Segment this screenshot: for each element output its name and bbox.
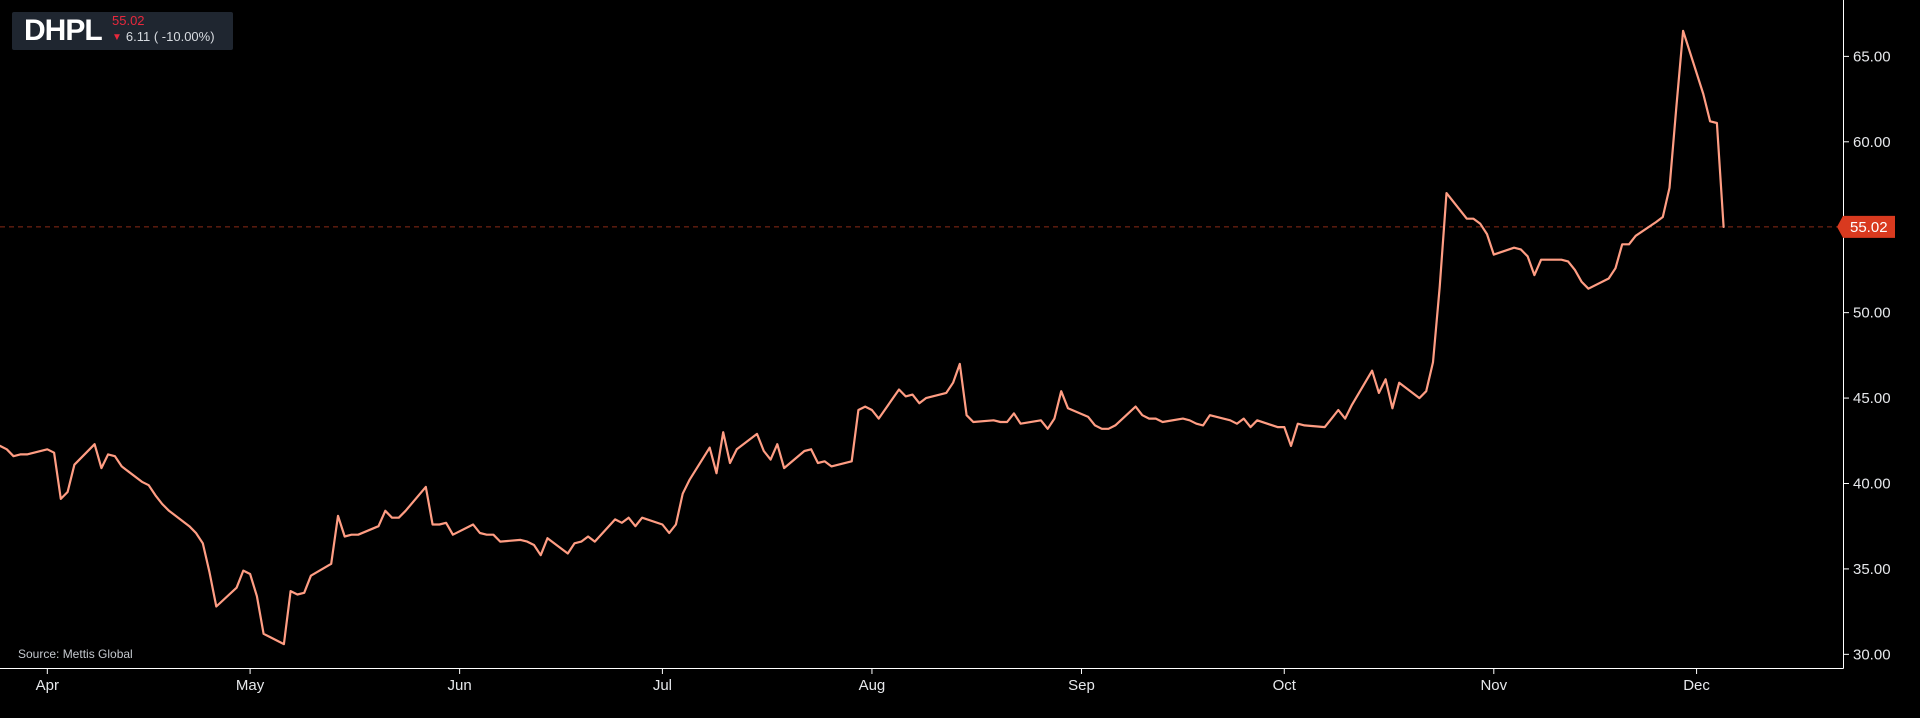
ticker-change-row: ▼ 6.11 ( -10.00%) — [112, 29, 215, 46]
x-tick-label: May — [236, 677, 265, 694]
last-price-tag-background — [1837, 215, 1895, 238]
y-tick-label: 45.00 — [1853, 390, 1891, 407]
x-tick-label: Jul — [653, 677, 672, 694]
ticker-change: 6.11 ( -10.00%) — [125, 29, 215, 44]
y-tick-label: 50.00 — [1853, 305, 1891, 322]
price-series-line — [0, 29, 1725, 646]
ticker-box: DHPL 55.02 ▼ 6.11 ( -10.00%) — [12, 12, 233, 50]
x-axis: Apr May Jun Jul Aug Sep Oct Nov Dec — [36, 668, 1710, 694]
ticker-symbol: DHPL — [24, 14, 103, 47]
source-label: Source: Mettis Global — [18, 647, 133, 661]
triangle-down-icon: ▼ — [112, 32, 122, 43]
y-tick-label: 35.00 — [1853, 561, 1891, 578]
ticker-price: 55.02 — [112, 13, 145, 28]
y-tick-label: 65.00 — [1853, 48, 1891, 65]
y-tick-label: 60.00 — [1853, 134, 1891, 151]
x-tick-label: Nov — [1480, 677, 1507, 694]
x-tick-label: Dec — [1683, 677, 1710, 694]
last-price-tag-label: 55.02 — [1850, 219, 1888, 236]
y-tick-label: 40.00 — [1853, 475, 1891, 492]
x-tick-label: Oct — [1273, 677, 1297, 694]
x-tick-label: Sep — [1068, 677, 1095, 694]
y-tick-label: 30.00 — [1853, 646, 1891, 663]
x-tick-label: Aug — [859, 677, 886, 694]
x-tick-label: Apr — [36, 677, 59, 694]
x-tick-label: Jun — [448, 677, 472, 694]
last-price-tag: 55.02 — [1837, 215, 1895, 238]
